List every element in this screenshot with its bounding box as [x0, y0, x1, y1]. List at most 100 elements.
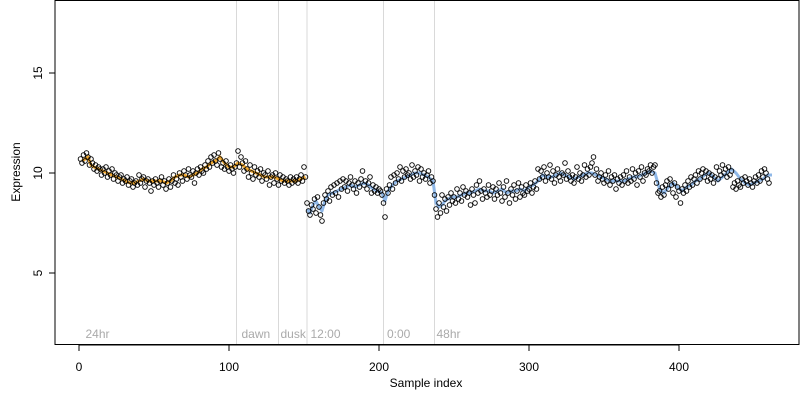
- data-point: [326, 198, 333, 204]
- data-point: [670, 190, 676, 196]
- annotation-label: dawn: [242, 327, 271, 341]
- data-point: [701, 174, 708, 180]
- x-axis: 0 100 200 300 400: [76, 344, 689, 374]
- x-tick-label: 0: [76, 360, 83, 374]
- data-point: [128, 176, 135, 182]
- data-point: [452, 200, 459, 206]
- data-point: [571, 180, 577, 186]
- data-point: [446, 202, 453, 208]
- data-point: [274, 176, 280, 182]
- data-point: [493, 186, 499, 192]
- data-point: [170, 172, 177, 178]
- data-point: [314, 194, 321, 200]
- data-point: [689, 182, 696, 188]
- data-point: [542, 178, 549, 184]
- data-point: [380, 200, 387, 206]
- data-point: [548, 176, 555, 182]
- data-point: [416, 178, 423, 184]
- data-point: [466, 190, 472, 196]
- annotation-label: 0:00: [387, 327, 411, 341]
- data-point: [502, 194, 508, 200]
- annotation-label: 12:00: [311, 327, 341, 341]
- data-point: [518, 184, 525, 190]
- data-point: [406, 170, 412, 176]
- data-point: [347, 174, 354, 180]
- data-point: [109, 166, 115, 172]
- data-point: [604, 178, 610, 184]
- x-axis-label: Sample index: [390, 376, 463, 390]
- data-point: [637, 174, 643, 180]
- marker-lines: [236, 1, 435, 345]
- data-point: [397, 164, 403, 170]
- data-point: [263, 176, 270, 182]
- data-point: [206, 164, 213, 170]
- data-point: [332, 190, 339, 196]
- data-point: [737, 184, 744, 190]
- data-point: [539, 174, 546, 180]
- data-point: [163, 186, 169, 192]
- data-point: [610, 178, 616, 184]
- data-point: [430, 178, 436, 184]
- data-point: [694, 180, 700, 186]
- data-point: [638, 164, 645, 170]
- data-point: [611, 172, 618, 178]
- data-point: [749, 184, 756, 190]
- data-point: [191, 180, 198, 186]
- data-point: [529, 190, 535, 196]
- data-point: [677, 200, 684, 206]
- data-point: [82, 158, 88, 164]
- data-point: [500, 184, 507, 190]
- data-point: [124, 174, 130, 180]
- data-point: [733, 186, 739, 192]
- data-point: [640, 178, 646, 184]
- data-point: [118, 172, 124, 178]
- data-point: [523, 182, 529, 188]
- data-point: [301, 164, 307, 170]
- data-point: [649, 170, 655, 176]
- data-point: [685, 178, 691, 184]
- data-point: [425, 168, 432, 174]
- y-axis: 5 10 15: [31, 66, 56, 276]
- data-point: [451, 194, 457, 200]
- data-point: [335, 194, 342, 200]
- data-point: [469, 186, 475, 192]
- data-point: [514, 188, 520, 194]
- data-point: [550, 168, 556, 174]
- data-point: [562, 160, 568, 166]
- data-point: [319, 218, 325, 224]
- data-point: [448, 190, 454, 196]
- data-point: [619, 182, 625, 188]
- data-point: [359, 168, 366, 174]
- data-point: [760, 174, 766, 180]
- data-point: [673, 194, 679, 200]
- data-point: [302, 174, 309, 180]
- data-points: [77, 148, 772, 224]
- data-point: [353, 190, 360, 196]
- data-point: [247, 162, 253, 168]
- data-point: [436, 200, 442, 206]
- y-tick-label: 15: [31, 66, 45, 80]
- data-point: [158, 174, 165, 180]
- data-point: [214, 162, 220, 168]
- data-point: [511, 182, 517, 188]
- data-point: [155, 184, 162, 190]
- data-point: [110, 176, 117, 182]
- data-point: [142, 184, 148, 190]
- data-point: [631, 176, 637, 182]
- data-point: [592, 172, 598, 178]
- data-point: [433, 206, 439, 212]
- data-point: [185, 166, 192, 172]
- data-point: [233, 160, 240, 166]
- data-point: [692, 172, 699, 178]
- data-point: [697, 176, 703, 182]
- data-point: [188, 174, 195, 180]
- annotation-label: dusk: [281, 327, 307, 341]
- data-point: [136, 172, 142, 178]
- data-point: [661, 192, 667, 198]
- data-point: [527, 180, 534, 186]
- data-point: [541, 164, 547, 170]
- data-point: [298, 172, 304, 178]
- data-point: [248, 170, 255, 176]
- data-point: [148, 188, 154, 194]
